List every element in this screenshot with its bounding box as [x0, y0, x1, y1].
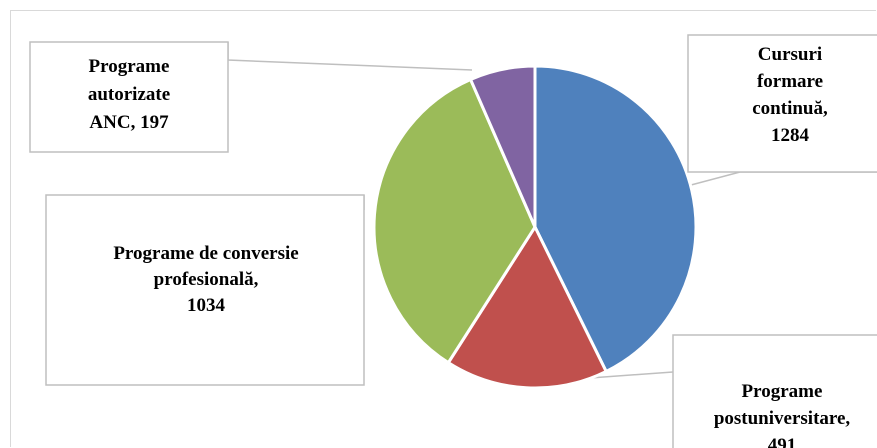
callout-box [29, 41, 229, 153]
leader-line [227, 42, 473, 71]
callout-box [45, 194, 365, 386]
callout-box [672, 334, 877, 448]
data-label: Cursuri formare continuă, 1284 [752, 44, 828, 146]
data-label: Programe autorizate ANC, 197 [88, 56, 170, 133]
callout-box [687, 34, 877, 173]
pie-slice [468, 64, 537, 228]
leader-line [690, 171, 877, 186]
data-label: Programe postuniversitare, 491 [714, 381, 851, 448]
pie-slice [533, 64, 698, 374]
data-label: Programe de conversie profesională, 1034 [113, 243, 298, 316]
pie-slice [372, 77, 537, 365]
chart-area [10, 10, 876, 447]
pie-slice [446, 223, 609, 390]
